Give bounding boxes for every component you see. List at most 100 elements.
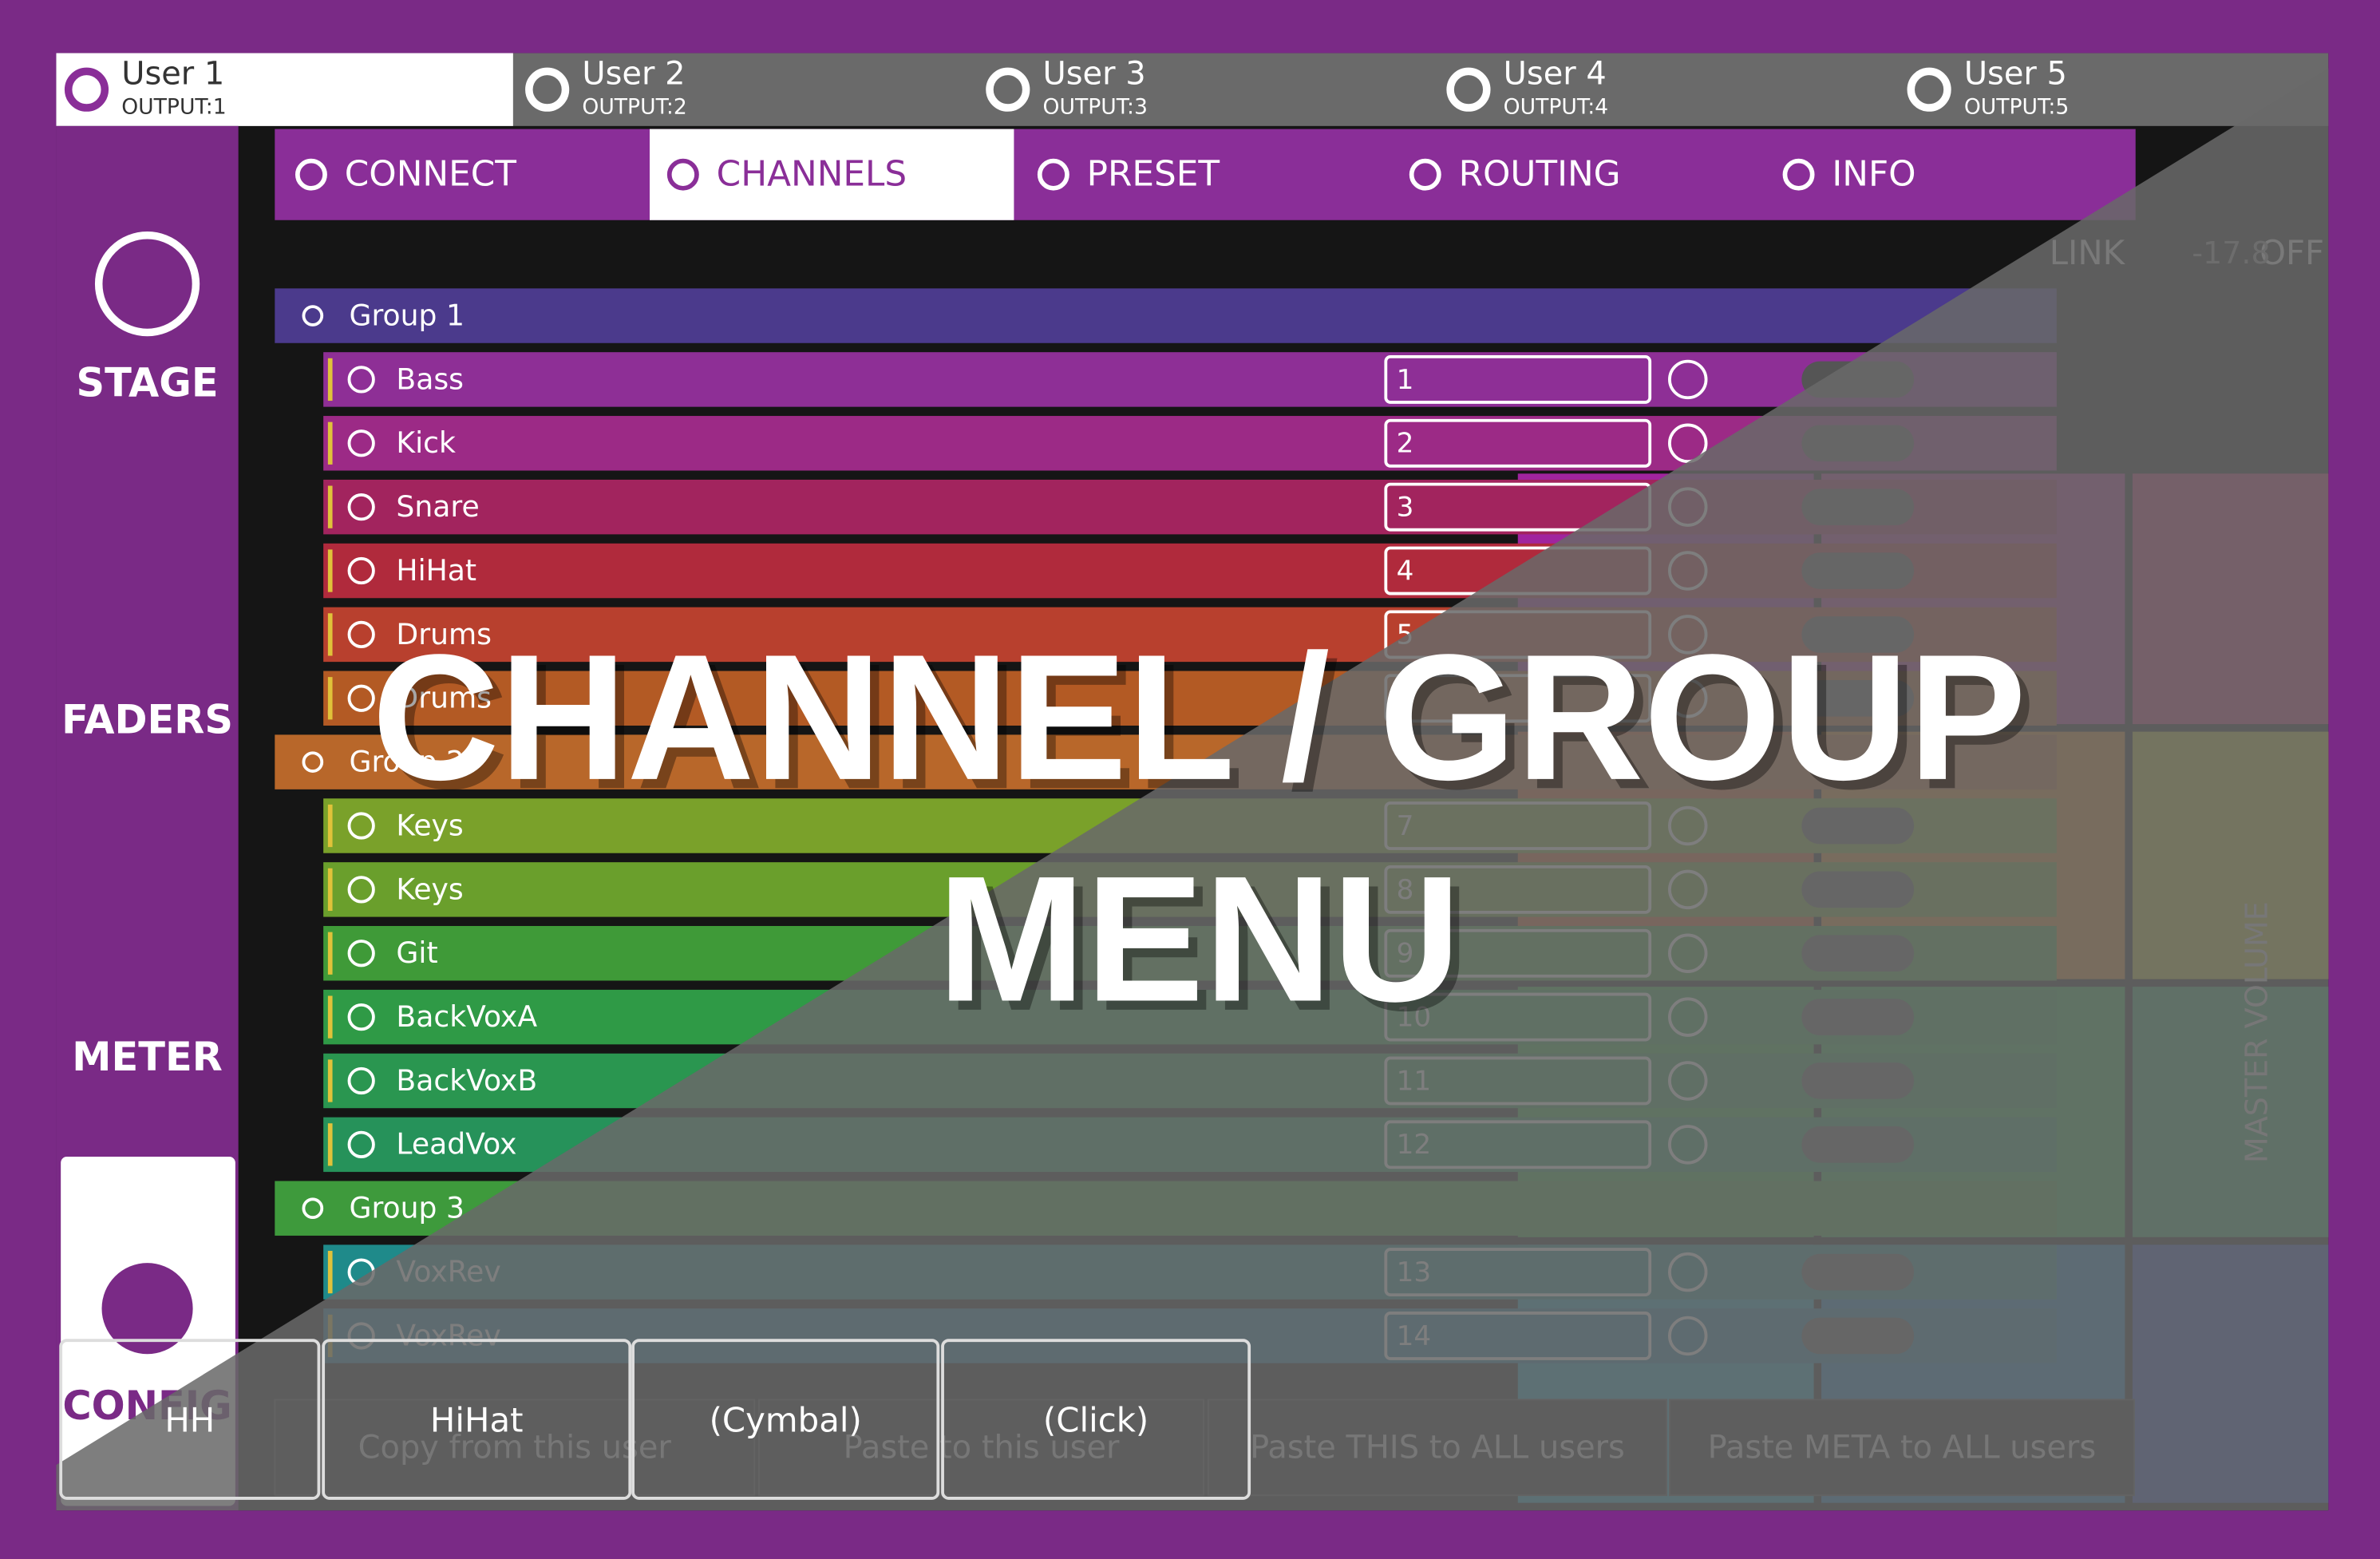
popup-button-label: HiHat [430, 1400, 524, 1439]
channel-name: Kick [396, 425, 456, 460]
tab-logo [1446, 67, 1491, 112]
channel-meter [327, 677, 333, 720]
tab-name[interactable]: User 1 [121, 56, 224, 93]
nav-icon [1037, 158, 1069, 191]
channel-name: BackVoxA [396, 999, 537, 1034]
channel-icon [347, 366, 375, 394]
tab-name[interactable]: User 2 [582, 56, 685, 93]
group-name: Group 2 [349, 745, 464, 779]
group-icon [302, 1197, 324, 1220]
title-shadow: MENU [947, 848, 1470, 1048]
title-line: MENU [937, 839, 1461, 1039]
channel-icon [347, 684, 375, 712]
channel-meter [327, 804, 333, 848]
channel-number-box[interactable] [1384, 418, 1652, 468]
channel-number-box[interactable] [1384, 354, 1652, 404]
nav-item[interactable]: CONNECT [345, 154, 516, 195]
tab-logo [986, 67, 1030, 112]
channel-name: Git [396, 936, 437, 970]
channel-name: Snare [396, 489, 479, 524]
channel-meter [327, 1123, 333, 1166]
popup-button[interactable] [59, 1339, 321, 1500]
channel-meter [327, 549, 333, 592]
channel-icon [347, 429, 375, 457]
channel-name: Keys [396, 872, 463, 906]
channel-icon [347, 493, 375, 521]
channel-name: Keys [396, 808, 463, 842]
sidebar-label[interactable]: STAGE [77, 360, 219, 406]
stage-icon [94, 231, 200, 337]
channel-meter [327, 485, 333, 528]
nav-bar [275, 129, 2136, 220]
channel-number: 2 [1397, 428, 1414, 460]
channel-icon [347, 940, 375, 967]
nav-item[interactable]: CHANNELS [717, 154, 907, 195]
nav-active [650, 129, 1014, 220]
channel-name: Bass [396, 362, 464, 396]
channel-meter [327, 358, 333, 402]
tab-output: OUTPUT:1 [121, 95, 226, 120]
title-shadow: CHANNEL / GROUP [381, 626, 2035, 826]
channel-name: Drums [396, 617, 492, 651]
channel-meter [327, 868, 333, 911]
nav-item[interactable]: INFO [1832, 154, 1915, 195]
link-toggle[interactable] [1668, 359, 1708, 400]
channel-meter [327, 995, 333, 1039]
config-icon [101, 1263, 193, 1355]
channel-row[interactable] [323, 352, 2057, 407]
channel-icon [347, 1130, 375, 1158]
popup-button[interactable] [941, 1339, 1251, 1500]
active-tab [56, 53, 513, 126]
title-line: CHANNEL / GROUP [372, 617, 2026, 817]
link-toggle[interactable] [1668, 423, 1708, 464]
tab-logo [64, 67, 109, 112]
group-row[interactable] [275, 288, 2057, 343]
popup-button-label: (Click) [1043, 1400, 1148, 1439]
group-icon [302, 305, 324, 326]
tab-logo [525, 67, 570, 112]
channel-icon [347, 812, 375, 840]
nav-icon [1782, 158, 1815, 191]
nav-icon [666, 158, 699, 191]
tab-output: OUTPUT:2 [582, 95, 686, 120]
channel-icon [347, 1003, 375, 1031]
channel-name: LeadVox [396, 1127, 516, 1161]
channel-icon [347, 1066, 375, 1095]
tab-output: OUTPUT:4 [1504, 95, 1608, 120]
channel-name: BackVoxB [396, 1063, 537, 1098]
channel-number: 3 [1397, 492, 1414, 524]
nav-icon [295, 158, 327, 191]
tab-output: OUTPUT:5 [1964, 95, 2069, 120]
popup-button[interactable] [322, 1339, 632, 1500]
channel-number: 1 [1397, 364, 1414, 396]
channel-number: 4 [1397, 555, 1414, 587]
tab-name[interactable]: User 4 [1504, 56, 1607, 93]
group-icon [302, 751, 324, 773]
sidebar-label[interactable]: FADERS [61, 697, 233, 743]
tab-name[interactable]: User 3 [1043, 56, 1146, 93]
channel-meter [327, 932, 333, 975]
popup-button-label: (Cymbal) [710, 1400, 862, 1439]
nav-item[interactable]: PRESET [1087, 154, 1220, 195]
channel-name: Drums [396, 681, 492, 715]
channel-meter [327, 613, 333, 656]
channel-icon [347, 876, 375, 904]
nav-item[interactable]: ROUTING [1459, 154, 1621, 195]
diagonal-overlay [56, 68, 2329, 1511]
channel-icon [347, 620, 375, 649]
nav-icon [1409, 158, 1441, 191]
group-name: Group 3 [349, 1191, 464, 1225]
tab-name[interactable]: User 5 [1964, 56, 2067, 93]
popup-button-label: HH [164, 1400, 215, 1439]
tab-logo [1907, 67, 1951, 112]
channel-meter [327, 1059, 333, 1102]
tab-output: OUTPUT:3 [1043, 95, 1148, 120]
group-name: Group 1 [349, 298, 464, 332]
channel-name: HiHat [396, 553, 476, 588]
sidebar-label[interactable]: METER [72, 1034, 223, 1080]
popup-button[interactable] [631, 1339, 940, 1500]
channel-icon [347, 556, 375, 585]
